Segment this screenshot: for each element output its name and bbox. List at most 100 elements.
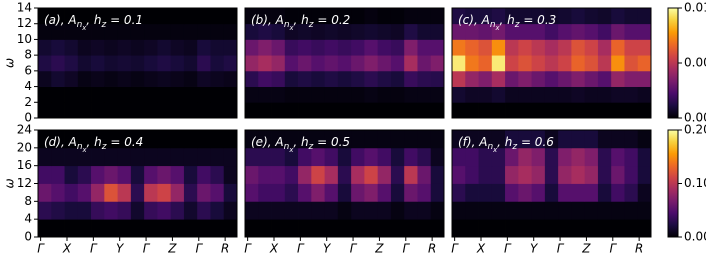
heat-cell xyxy=(465,86,479,103)
heat-cell xyxy=(491,55,506,72)
heat-cell xyxy=(324,39,339,56)
y-tick-label: 12 xyxy=(17,16,32,30)
heat-cell xyxy=(624,70,639,87)
heat-cell xyxy=(544,165,559,184)
heat-cell xyxy=(91,70,105,87)
heat-cell xyxy=(337,183,352,202)
heat-cell xyxy=(223,70,238,87)
heat-cell xyxy=(597,86,612,103)
heat-cell xyxy=(417,165,432,184)
heat-cell xyxy=(611,39,625,56)
x-tick-label: X xyxy=(476,242,486,256)
heat-cell xyxy=(452,201,466,220)
heat-cell xyxy=(170,70,185,87)
heat-cell xyxy=(637,39,652,56)
heat-cell xyxy=(311,130,325,149)
heat-cell xyxy=(77,183,92,202)
heat-cell xyxy=(91,102,105,119)
heat-cell xyxy=(351,201,365,220)
heat-cell xyxy=(298,147,312,167)
heat-cell xyxy=(544,201,559,220)
heat-cell xyxy=(311,70,325,87)
heat-cell xyxy=(130,219,145,238)
heat-cell xyxy=(584,219,599,238)
y-tick-label: 8 xyxy=(24,194,32,208)
heat-cell xyxy=(271,219,286,238)
heat-cell xyxy=(245,86,259,103)
heat-cell xyxy=(611,86,625,103)
heat-cell xyxy=(298,55,312,72)
heat-cell xyxy=(271,102,286,119)
heat-cell xyxy=(571,219,586,238)
heat-cell xyxy=(271,39,286,56)
heat-cell xyxy=(104,147,118,167)
heat-cell xyxy=(452,86,466,103)
heat-cell xyxy=(324,86,339,103)
heat-cell xyxy=(404,219,418,238)
heat-cell xyxy=(51,86,65,103)
heat-cell xyxy=(465,165,479,184)
heat-cell xyxy=(452,147,466,167)
heat-cell xyxy=(465,55,479,72)
heat-cell xyxy=(130,130,145,149)
heat-cell xyxy=(364,55,379,72)
heat-cell xyxy=(478,39,493,56)
heat-cell xyxy=(64,39,79,56)
heat-cell xyxy=(390,102,405,119)
x-tick-label: Γ xyxy=(557,242,565,256)
heat-cell xyxy=(404,55,418,72)
heat-cell xyxy=(64,219,79,238)
heat-cell xyxy=(245,147,259,167)
heat-cell xyxy=(390,86,405,103)
heat-cell xyxy=(377,183,392,202)
colorbar-tick-label: 0.200 xyxy=(684,123,706,137)
heat-cell xyxy=(430,102,445,119)
heat-cell xyxy=(157,130,172,149)
heat-cell xyxy=(377,219,392,238)
heat-cell xyxy=(430,130,445,149)
heat-cell xyxy=(104,8,118,25)
heat-cell xyxy=(478,201,493,220)
heat-cell xyxy=(183,55,198,72)
heat-cell xyxy=(157,86,172,103)
heat-cell xyxy=(223,102,238,119)
heat-cell xyxy=(364,183,379,202)
heat-cell xyxy=(390,70,405,87)
heat-cell xyxy=(197,201,211,220)
heat-cell xyxy=(337,39,352,56)
heat-cell xyxy=(584,39,599,56)
heat-cell xyxy=(170,219,185,238)
heat-cell xyxy=(245,55,259,72)
heat-cell xyxy=(531,55,546,72)
heat-cell xyxy=(637,86,652,103)
heat-cell xyxy=(430,219,445,238)
heat-cell xyxy=(558,55,572,72)
y-tick-label: 6 xyxy=(24,63,32,77)
heat-cell xyxy=(245,8,259,25)
heat-cell xyxy=(197,147,211,167)
heat-cell xyxy=(465,39,479,56)
heat-cell xyxy=(351,102,365,119)
heat-cell xyxy=(117,183,132,202)
heat-cell xyxy=(584,55,599,72)
heat-cell xyxy=(377,130,392,149)
heat-cell xyxy=(597,39,612,56)
heat-cell xyxy=(210,201,225,220)
heat-cell xyxy=(505,70,519,87)
heat-cell xyxy=(452,8,466,25)
heat-cell xyxy=(245,183,259,202)
heat-cell xyxy=(430,201,445,220)
y-tick-label: 14 xyxy=(17,1,32,15)
heat-cell xyxy=(417,55,432,72)
heat-cell xyxy=(298,130,312,149)
heat-cell xyxy=(351,219,365,238)
heat-cell xyxy=(417,8,432,25)
heat-cell xyxy=(624,183,639,202)
heat-cell xyxy=(337,147,352,167)
heat-cell xyxy=(258,183,272,202)
heat-cell xyxy=(91,219,105,238)
heat-cell xyxy=(571,102,586,119)
heat-cell xyxy=(210,70,225,87)
heat-cell xyxy=(170,183,185,202)
heat-cell xyxy=(404,102,418,119)
